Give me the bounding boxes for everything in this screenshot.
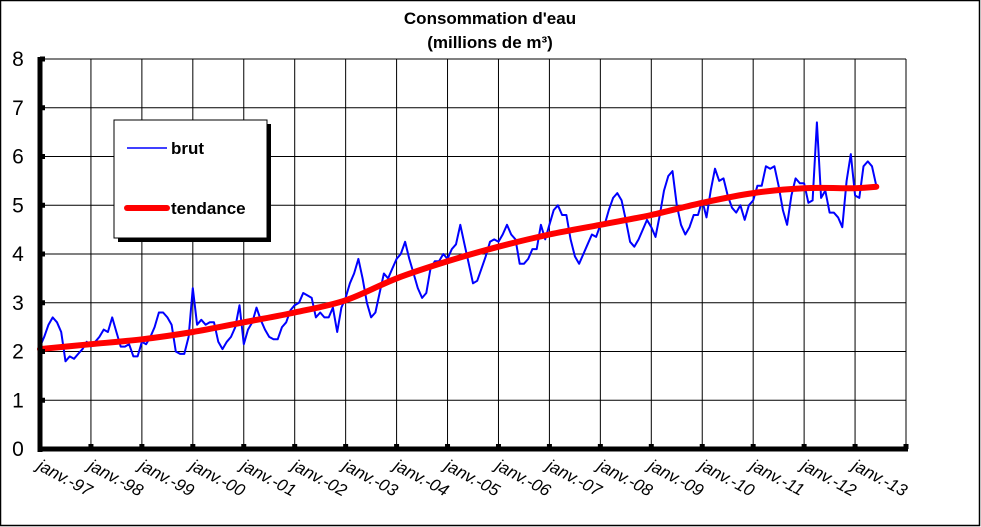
y-tick-label: 1 bbox=[12, 389, 24, 412]
y-tick-label: 6 bbox=[12, 146, 24, 169]
y-tick-label: 4 bbox=[12, 243, 24, 266]
legend-box bbox=[113, 119, 268, 239]
series-layer bbox=[37, 121, 880, 363]
y-tick-label: 2 bbox=[12, 341, 24, 364]
legend: brut tendance bbox=[113, 119, 271, 242]
chart-subtitle: (millions de m³) bbox=[427, 33, 553, 52]
y-axis-ticks: 0 1 2 3 4 5 6 7 8 bbox=[12, 48, 24, 461]
chart-title: Consommation d'eau bbox=[404, 9, 576, 28]
y-tick-label: 7 bbox=[12, 97, 24, 120]
y-tick-label: 0 bbox=[12, 438, 24, 461]
series-tendance-line bbox=[37, 183, 880, 353]
y-tick-label: 5 bbox=[12, 194, 24, 217]
legend-brut-label: brut bbox=[171, 139, 204, 158]
y-tick-label: 8 bbox=[12, 48, 24, 71]
y-tick-label: 3 bbox=[12, 292, 24, 315]
legend-tendance-label: tendance bbox=[171, 199, 246, 218]
axes bbox=[37, 56, 909, 452]
series-brut-line bbox=[39, 121, 878, 363]
